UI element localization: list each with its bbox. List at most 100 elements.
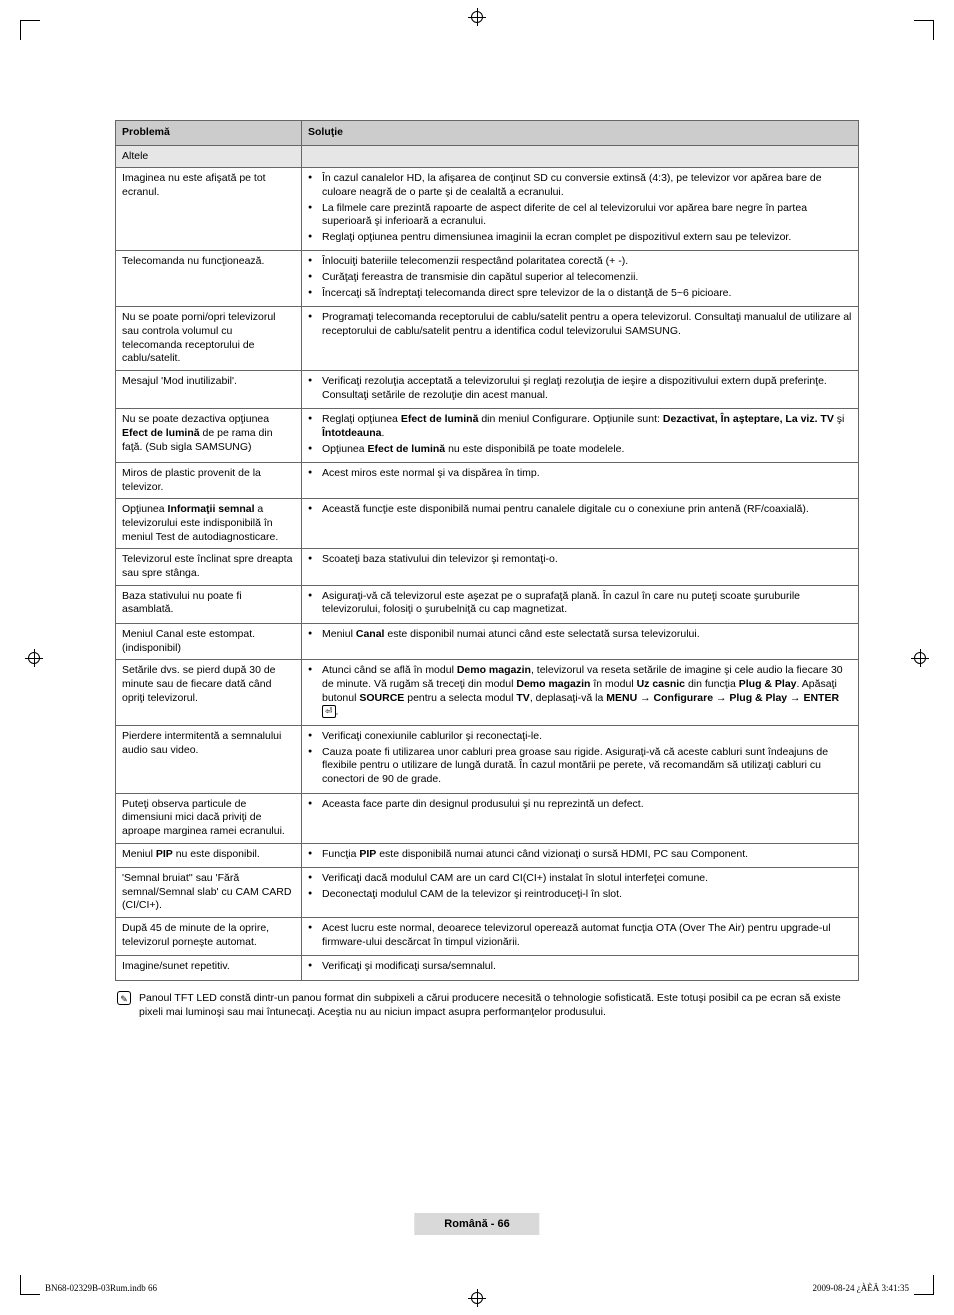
table-row: Opţiunea Informaţii semnal a televizorul… (116, 499, 859, 549)
crop-mark-bl (20, 1275, 40, 1295)
solution-cell: Verificaţi rezoluţia acceptată a televiz… (302, 370, 859, 408)
crop-mark-br (914, 1275, 934, 1295)
table-row: Imagine/sunet repetitiv. Verificaţi şi mo… (116, 956, 859, 981)
footnote-text: Panoul TFT LED constă dintr-un panou for… (139, 992, 841, 1018)
problem-cell: Opţiunea Informaţii semnal a televizorul… (116, 499, 302, 549)
solution-cell: Meniul Canal este disponibil numai atunc… (302, 623, 859, 659)
table-row: Meniul PIP nu este disponibil. Funcţia PI… (116, 843, 859, 868)
table-row: Setările dvs. se pierd după 30 de minute… (116, 660, 859, 726)
table-row: Meniul Canal este estompat. (indisponibi… (116, 623, 859, 659)
solution-cell: Scoateţi baza stativului din televizor ş… (302, 549, 859, 585)
table-row: 'Semnal bruiat'' sau 'Fără semnal/Semnal… (116, 868, 859, 918)
table-row: Miros de plastic provenit de la televizo… (116, 463, 859, 499)
solution-item: Curăţaţi fereastra de transmisie din cap… (308, 271, 852, 285)
solution-cell: Verificaţi conexiunile cablurilor şi rec… (302, 726, 859, 794)
table-row: Mesajul 'Mod inutilizabil'.Verificaţi re… (116, 370, 859, 408)
page-footer: Română - 66 (414, 1213, 539, 1235)
problem-cell: 'Semnal bruiat'' sau 'Fără semnal/Semnal… (116, 868, 302, 918)
solution-cell: Reglaţi opţiunea Efect de lumină din men… (302, 409, 859, 463)
solution-list: Acest miros este normal şi va dispărea î… (308, 467, 852, 481)
table-row: Telecomanda nu funcţionează.Înlocuiţi ba… (116, 251, 859, 307)
registration-mark-left (25, 649, 43, 667)
solution-list: Atunci când se află în modul Demo magazi… (308, 664, 852, 719)
problem-cell: Setările dvs. se pierd după 30 de minute… (116, 660, 302, 726)
table-row: Pierdere intermitentă a semnalului audio… (116, 726, 859, 794)
solution-cell: Verificaţi şi modificaţi sursa/semnalul. (302, 956, 859, 981)
problem-cell: Nu se poate dezactiva opţiunea Efect de … (116, 409, 302, 463)
solution-item: Verificaţi şi modificaţi sursa/semnalul. (308, 960, 852, 974)
print-meta-right: 2009-08-24 ¿ÀÈÄ 3:41:35 (813, 1283, 910, 1293)
solution-cell: Programaţi telecomanda receptorului de c… (302, 307, 859, 371)
solution-list: Scoateţi baza stativului din televizor ş… (308, 553, 852, 567)
table-row: Televizorul este înclinat spre dreapta s… (116, 549, 859, 585)
problem-cell: Meniul PIP nu este disponibil. (116, 843, 302, 868)
note-icon: ✎ (117, 991, 131, 1005)
registration-mark-bottom (468, 1289, 486, 1307)
solution-cell: Înlocuiţi bateriile telecomenzii respect… (302, 251, 859, 307)
solution-item: Meniul Canal este disponibil numai atunc… (308, 628, 852, 642)
solution-cell: Funcţia PIP este disponibilă numai atunc… (302, 843, 859, 868)
subheader-cell-empty (302, 145, 859, 168)
problem-cell: Baza stativului nu poate fi asamblată. (116, 585, 302, 623)
solution-item: Cauza poate fi utilizarea unor cabluri p… (308, 746, 852, 787)
solution-item: Funcţia PIP este disponibilă numai atunc… (308, 848, 852, 862)
problem-cell: Imagine/sunet repetitiv. (116, 956, 302, 981)
solution-list: Reglaţi opţiunea Efect de lumină din men… (308, 413, 852, 456)
problem-cell: După 45 de minute de la oprire, televizo… (116, 918, 302, 956)
solution-item: Aceasta face parte din designul produsul… (308, 798, 852, 812)
solution-list: Înlocuiţi bateriile telecomenzii respect… (308, 255, 852, 300)
solution-cell: Acest lucru este normal, deoarece televi… (302, 918, 859, 956)
solution-item: Opţiunea Efect de lumină nu este disponi… (308, 443, 852, 457)
header-solution: Soluţie (302, 121, 859, 146)
problem-cell: Pierdere intermitentă a semnalului audio… (116, 726, 302, 794)
solution-cell: Atunci când se află în modul Demo magazi… (302, 660, 859, 726)
registration-mark-right (911, 649, 929, 667)
solution-cell: Această funcţie este disponibilă numai p… (302, 499, 859, 549)
problem-cell: Mesajul 'Mod inutilizabil'. (116, 370, 302, 408)
solution-list: Verificaţi conexiunile cablurilor şi rec… (308, 730, 852, 787)
registration-mark-top (468, 8, 486, 26)
solution-list: Meniul Canal este disponibil numai atunc… (308, 628, 852, 642)
problem-cell: Puteţi observa particule de dimensiuni m… (116, 793, 302, 843)
solution-list: Funcţia PIP este disponibilă numai atunc… (308, 848, 852, 862)
solution-item: Înlocuiţi bateriile telecomenzii respect… (308, 255, 852, 269)
footnote-block: ✎ Panoul TFT LED constă dintr-un panou f… (115, 991, 859, 1019)
solution-item: Atunci când se află în modul Demo magazi… (308, 664, 852, 719)
table-row: Imaginea nu este afişată pe tot ecranul.… (116, 168, 859, 251)
solution-list: În cazul canalelor HD, la afişarea de co… (308, 172, 852, 244)
solution-cell: Asiguraţi-vă că televizorul este aşezat … (302, 585, 859, 623)
crop-mark-tr (914, 20, 934, 40)
solution-list: Asiguraţi-vă că televizorul este aşezat … (308, 590, 852, 617)
problem-cell: Imaginea nu este afişată pe tot ecranul. (116, 168, 302, 251)
solution-cell: Verificaţi dacă modulul CAM are un card … (302, 868, 859, 918)
print-meta-left: BN68-02329B-03Rum.indb 66 (45, 1283, 157, 1293)
solution-item: Verificaţi dacă modulul CAM are un card … (308, 872, 852, 886)
problem-cell: Televizorul este înclinat spre dreapta s… (116, 549, 302, 585)
solution-cell: Acest miros este normal şi va dispărea î… (302, 463, 859, 499)
solution-item: Programaţi telecomanda receptorului de c… (308, 311, 852, 338)
solution-item: Verificaţi conexiunile cablurilor şi rec… (308, 730, 852, 744)
solution-list: Verificaţi rezoluţia acceptată a televiz… (308, 375, 852, 402)
solution-item: La filmele care prezintă rapoarte de asp… (308, 202, 852, 229)
subheader-cell: Altele (116, 145, 302, 168)
solution-item: În cazul canalelor HD, la afişarea de co… (308, 172, 852, 199)
header-problem: Problemă (116, 121, 302, 146)
solution-item: Scoateţi baza stativului din televizor ş… (308, 553, 852, 567)
problem-cell: Nu se poate porni/opri televizorul sau c… (116, 307, 302, 371)
solution-item: Această funcţie este disponibilă numai p… (308, 503, 852, 517)
table-row: Baza stativului nu poate fi asamblată.As… (116, 585, 859, 623)
table-row: Nu se poate dezactiva opţiunea Efect de … (116, 409, 859, 463)
solution-item: Reglaţi opţiunea pentru dimensiunea imag… (308, 231, 852, 245)
solution-item: Acest lucru este normal, deoarece televi… (308, 922, 852, 949)
solution-list: Verificaţi şi modificaţi sursa/semnalul. (308, 960, 852, 974)
solution-list: Această funcţie este disponibilă numai p… (308, 503, 852, 517)
solution-list: Aceasta face parte din designul produsul… (308, 798, 852, 812)
solution-list: Acest lucru este normal, deoarece televi… (308, 922, 852, 949)
troubleshooting-table: Problemă Soluţie Altele Imaginea nu este… (115, 120, 859, 981)
table-row: După 45 de minute de la oprire, televizo… (116, 918, 859, 956)
solution-item: Acest miros este normal şi va dispărea î… (308, 467, 852, 481)
table-row: Puteţi observa particule de dimensiuni m… (116, 793, 859, 843)
solution-list: Programaţi telecomanda receptorului de c… (308, 311, 852, 338)
solution-list: Verificaţi dacă modulul CAM are un card … (308, 872, 852, 901)
solution-item: Verificaţi rezoluţia acceptată a televiz… (308, 375, 852, 402)
